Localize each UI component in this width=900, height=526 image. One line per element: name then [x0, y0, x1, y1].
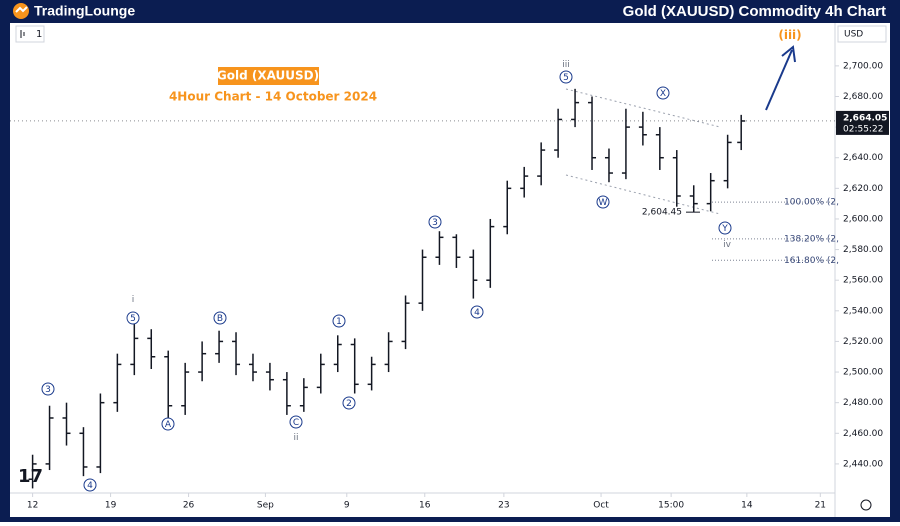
wave-label: iii	[562, 60, 570, 70]
interval: 1	[36, 29, 42, 40]
x-tick-label: Oct	[593, 501, 609, 511]
wave-circle	[289, 415, 303, 429]
wave-label: 1	[336, 317, 342, 327]
wave-label: A	[165, 420, 172, 430]
x-tick-label: 26	[183, 501, 195, 511]
x-tick-label: 14	[741, 501, 753, 511]
wave-label: (iii)	[778, 28, 801, 42]
wave-circle	[470, 305, 484, 319]
wave-circle	[83, 478, 97, 492]
wave-label: iv	[723, 240, 732, 250]
wave-circle	[161, 417, 175, 431]
y-tick-label: 2,560.00	[843, 276, 883, 286]
x-tick-label: 12	[27, 501, 38, 511]
wave-label: ii	[293, 433, 298, 443]
x-tick-label: 16	[419, 501, 431, 511]
last-price-label: 2,664.05	[843, 113, 887, 123]
fib-label: 161.80% (2,	[784, 256, 839, 266]
wave-label: 5	[563, 73, 569, 83]
y-tick-label: 2,680.00	[843, 92, 883, 102]
fib-label: 100.00% (2,	[784, 198, 839, 208]
x-tick-label: 19	[105, 501, 117, 511]
y-tick-label: 2,460.00	[843, 429, 883, 439]
y-tick-label: 2,480.00	[843, 398, 883, 408]
low-marker-label: 2,604.45	[642, 208, 682, 218]
y-tick-label: 2,520.00	[843, 337, 883, 347]
wave-circle	[559, 70, 573, 84]
wave-circle	[213, 311, 227, 325]
projection-arrow	[765, 49, 793, 111]
price-badge	[836, 110, 889, 135]
y-tick-label: 2,500.00	[843, 368, 883, 378]
wave-circle	[428, 215, 442, 229]
x-tick-label: 23	[498, 501, 509, 511]
wave-label: 3	[432, 218, 438, 228]
y-tick-label: 2,640.00	[843, 153, 883, 163]
wave-circle	[596, 195, 610, 209]
wave-circle	[126, 311, 140, 325]
wave-label: Y	[721, 224, 728, 234]
header-title: Gold (XAUUSD) Commodity 4h Chart	[623, 3, 886, 20]
wave-label: i	[132, 295, 135, 305]
wave-label: 3	[45, 385, 51, 395]
chart-title: Gold (XAUUSD)	[217, 69, 319, 83]
y-tick-label: 2,440.00	[843, 459, 883, 469]
logo-text: TradingLounge	[34, 3, 135, 19]
y-tick-label: 2,540.00	[843, 306, 883, 316]
wave-circle	[342, 396, 356, 410]
fib-label: 138.20% (2,	[784, 234, 839, 244]
y-tick-label: 2,600.00	[843, 214, 883, 224]
wave-label: X	[660, 89, 666, 99]
currency-box	[837, 25, 887, 43]
wave-label: 4	[474, 308, 480, 318]
wave-label: C	[293, 418, 299, 428]
interval-icon	[20, 30, 25, 38]
countdown: 02:55:22	[843, 124, 883, 134]
arrow-head	[781, 45, 796, 63]
x-tick-label: Sep	[257, 501, 274, 511]
wave-circle	[41, 382, 55, 396]
wave-label: 2	[346, 399, 352, 409]
y-tick-label: 2,700.00	[843, 61, 883, 71]
plot-background	[10, 23, 890, 517]
channel-lower	[565, 174, 721, 215]
tv-logo: 17	[18, 466, 43, 487]
interval-box	[15, 25, 45, 43]
x-tick-label: 9	[344, 501, 350, 511]
x-tick-label: 15:00	[658, 501, 684, 511]
wave-label: 5	[130, 314, 136, 324]
chart-subtitle: 4Hour Chart - 14 October 2024	[169, 90, 377, 104]
wave-circle	[332, 314, 346, 328]
currency: USD	[844, 30, 863, 40]
wave-label: B	[217, 314, 223, 324]
wave-label: 4	[87, 481, 93, 491]
logo-mark	[15, 6, 28, 13]
wave-circle	[718, 221, 732, 235]
wave-label: W	[599, 198, 608, 208]
logo-icon	[13, 3, 29, 19]
wave-circle	[656, 86, 670, 100]
y-tick-label: 2,580.00	[843, 245, 883, 255]
channel-upper	[565, 88, 721, 128]
x-tick-label: 21	[815, 501, 826, 511]
title-box	[218, 67, 319, 85]
settings-icon[interactable]	[860, 499, 872, 511]
y-tick-label: 2,620.00	[843, 184, 883, 194]
